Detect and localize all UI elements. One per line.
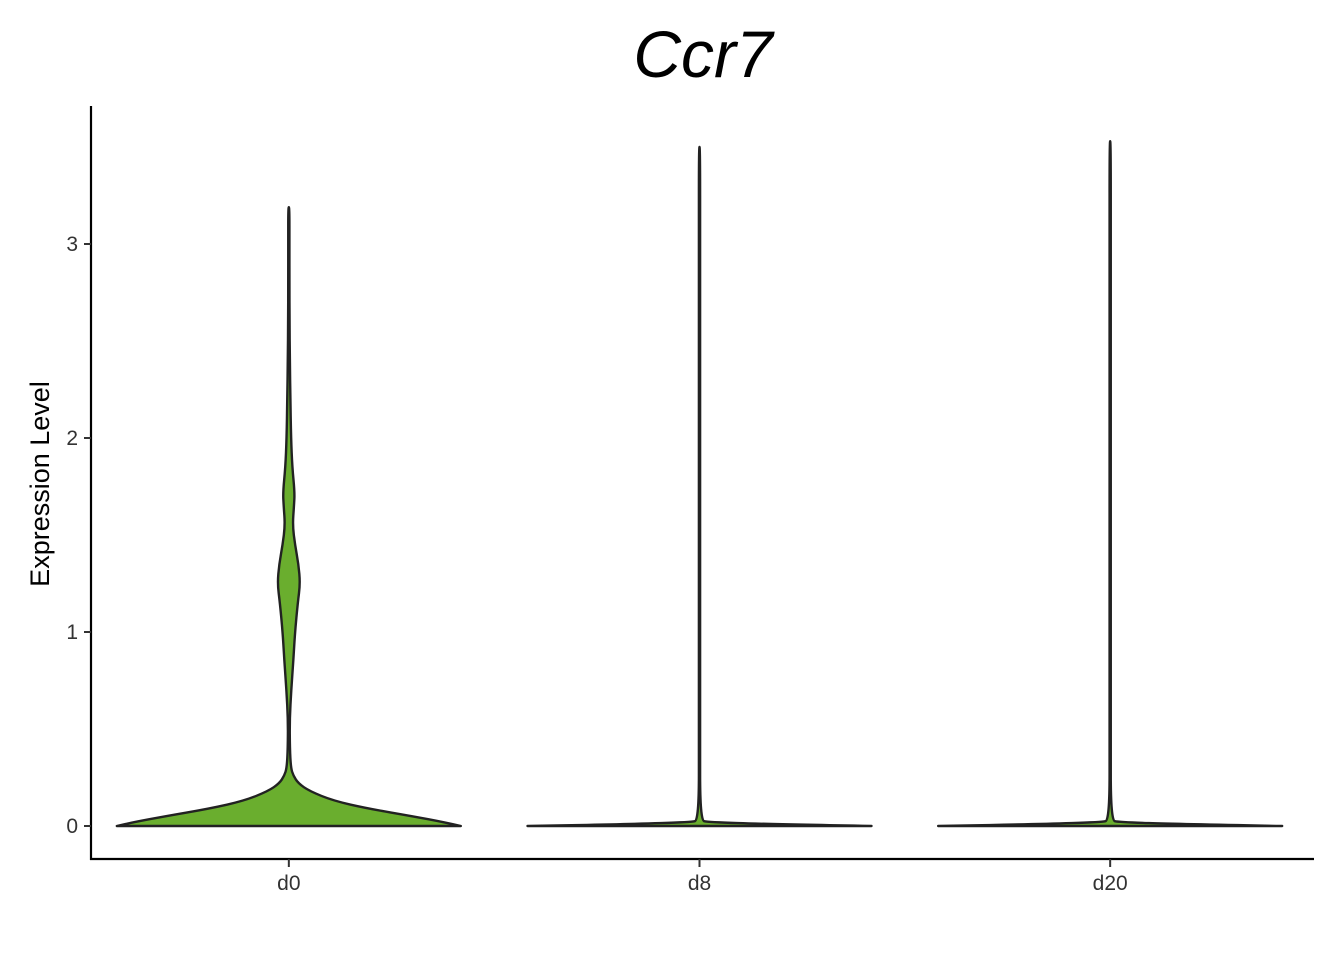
violin-d20: [936, 139, 1284, 828]
y-tick-label: 3: [66, 233, 78, 256]
x-tick-label-d20: d20: [1093, 872, 1128, 895]
y-tick-label: 0: [66, 815, 78, 838]
violin-d8: [526, 145, 873, 828]
violins-group: [115, 139, 1284, 828]
y-ticks-group: 0 1 2 3: [66, 233, 91, 838]
x-tick-label-d0: d0: [277, 872, 300, 895]
chart-title: Ccr7: [633, 17, 775, 91]
y-tick-label: 1: [66, 621, 78, 644]
y-tick-label: 2: [66, 427, 78, 450]
x-ticks-group: d0 d8 d20: [277, 859, 1128, 895]
y-axis-label: Expression Level: [25, 381, 55, 587]
x-tick-label-d8: d8: [688, 872, 711, 895]
violin-d0: [115, 205, 463, 828]
